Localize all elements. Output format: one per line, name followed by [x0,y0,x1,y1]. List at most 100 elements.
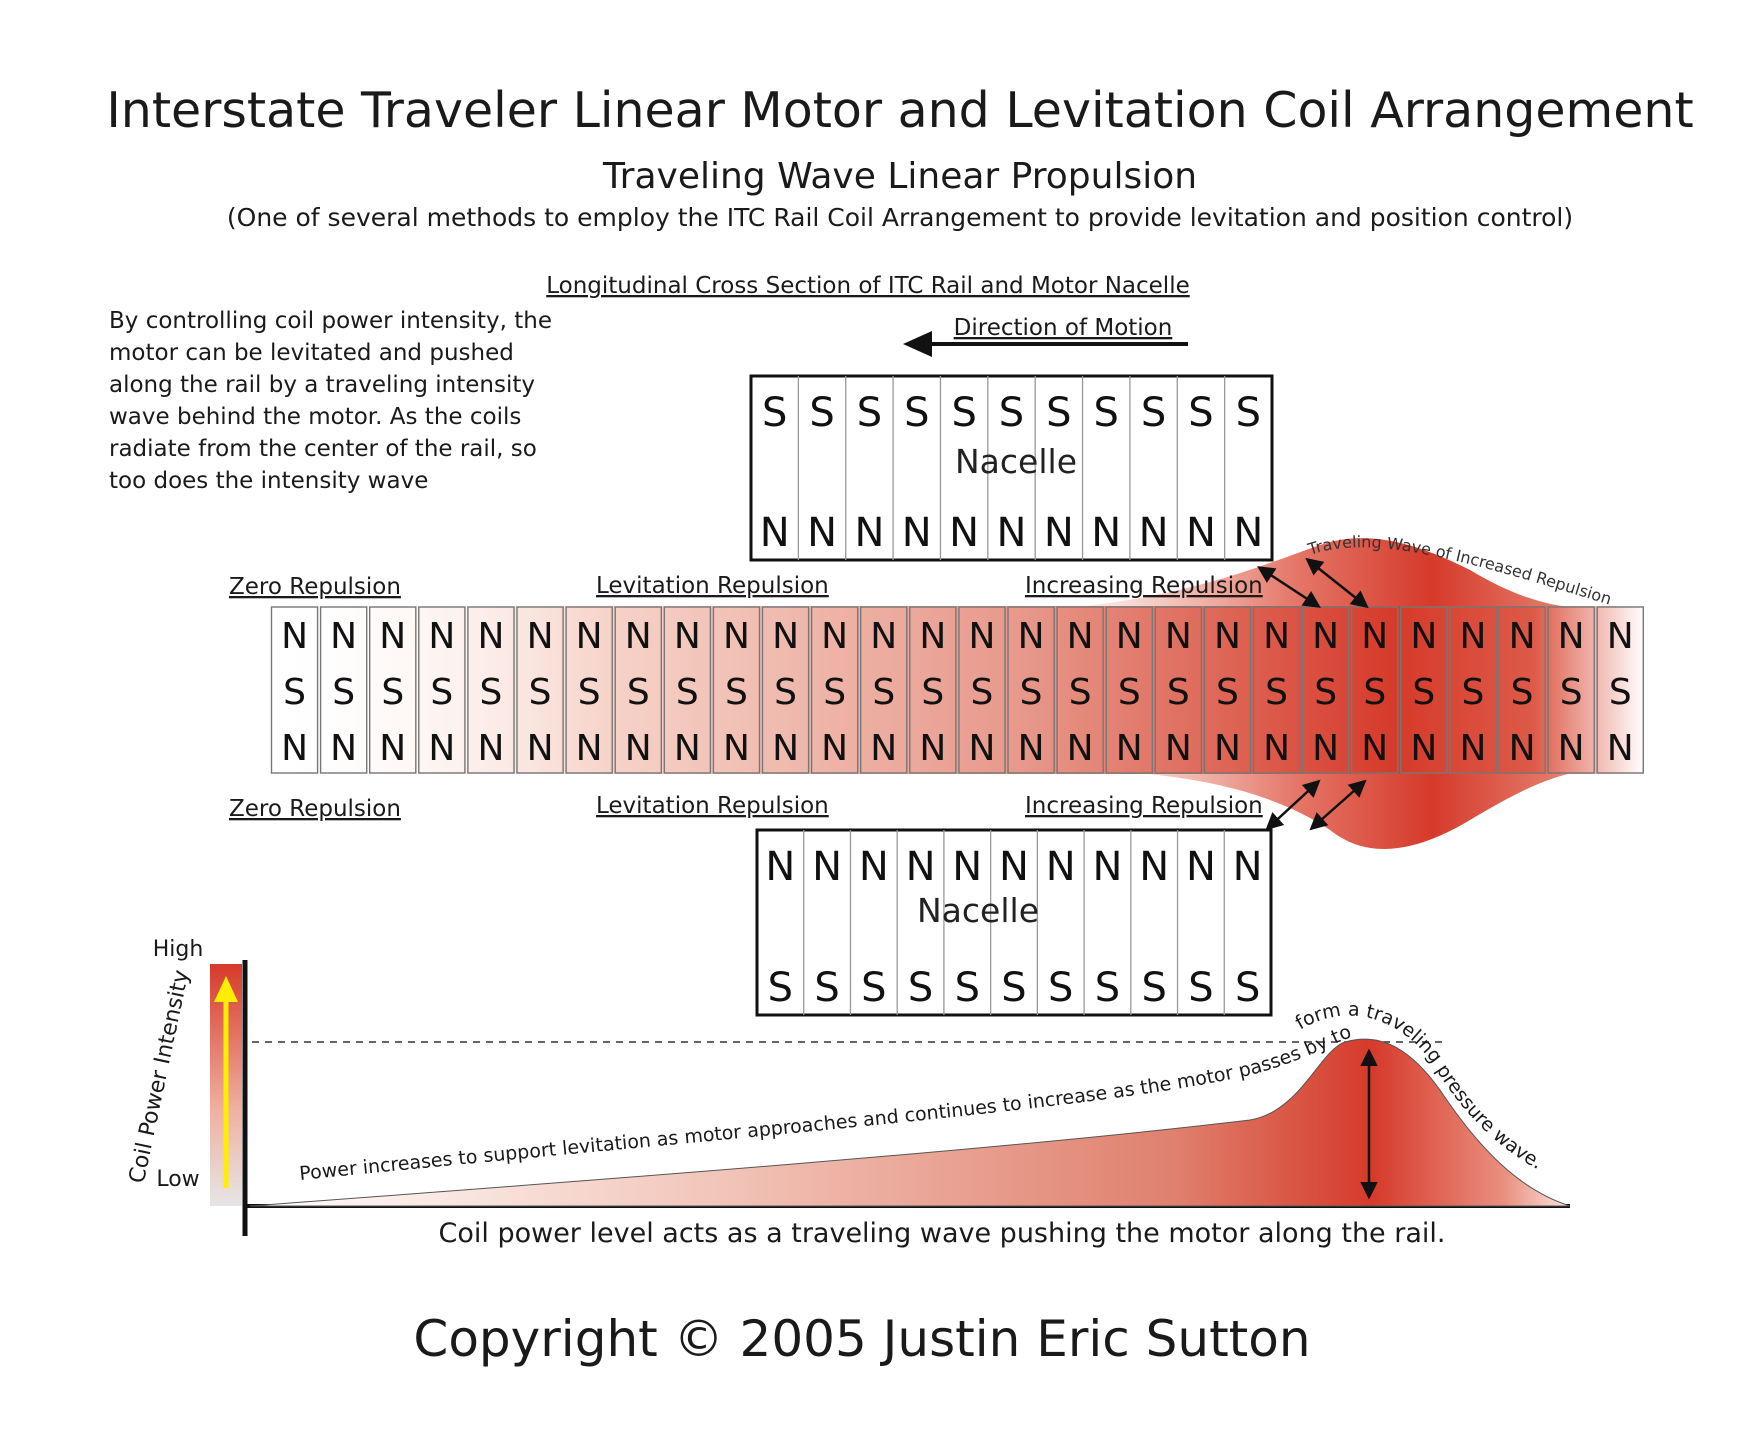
nacelle-pole: N [1046,844,1076,890]
rail-pole-n: N [772,616,799,657]
rail-pole-s: S [1511,672,1534,713]
description-line: motor can be levitated and pushed [109,340,514,366]
rail-pole-n: N [1263,728,1290,769]
rail-pole-n: N [821,728,848,769]
upper-nacelle-box [749,374,1274,562]
rail-pole-n: N [281,728,308,769]
direction-arrow-head [903,331,932,357]
nacelle-pole: N [807,510,837,556]
rail-pole-n: N [625,728,652,769]
nacelle-pole: N [1186,844,1216,890]
rail-pole-n: N [576,728,603,769]
rail-pole-n: N [772,728,799,769]
rail-pole-n: N [1361,616,1388,657]
rail-pole-n: N [330,728,357,769]
rail-pole-s: S [1363,672,1386,713]
nacelle-pole: N [812,844,842,890]
zone-label-levitation-upper: Levitation Repulsion [596,573,829,599]
nacelle-pole: N [997,510,1027,556]
copyright: Copyright © 2005 Justin Eric Sutton [413,1310,1310,1368]
nacelle-pole: S [857,390,882,436]
nacelle-pole: S [951,390,976,436]
chart-caption: Coil power level acts as a traveling wav… [439,1218,1446,1249]
description-line: along the rail by a traveling intensity [109,372,535,398]
section-title: Longitudinal Cross Section of ITC Rail a… [546,273,1190,299]
zone-label-increasing-lower: Increasing Repulsion [1025,793,1263,819]
rail-pole-n: N [625,616,652,657]
rail-pole-n: N [477,728,504,769]
rail-pole-n: N [527,616,554,657]
nacelle-pole: S [814,965,839,1011]
rail-pole-n: N [1558,728,1585,769]
rail-pole-n: N [527,728,554,769]
nacelle-pole: S [1048,965,1073,1011]
rail-pole-n: N [1459,728,1486,769]
rail-coil [1498,606,1546,774]
high-label: High [153,937,204,962]
rail-pole-n: N [281,616,308,657]
nacelle-pole: N [859,844,889,890]
description-text: By controlling coil power intensity, the… [109,308,552,494]
rail-coil [663,606,712,774]
nacelle-pole: S [908,965,933,1011]
description-line: radiate from the center of the rail, so [109,436,537,462]
nacelle-pole: S [1095,965,1120,1011]
nacelle-pole: S [1188,390,1213,436]
rail-pole-n: N [1165,728,1192,769]
nacelle-pole: N [1044,510,1074,556]
rail-pole-n: N [1018,728,1045,769]
rail-pole-n: N [428,616,455,657]
nacelle-pole: S [762,390,787,436]
rail-pole-s: S [1609,672,1632,713]
low-label: Low [156,1167,199,1192]
nacelle-pole: N [1233,510,1263,556]
rail-pole-n: N [1018,616,1045,657]
rail-coil [516,606,564,774]
rail-pole-s: S [627,672,650,713]
rail-pole-n: N [1116,728,1143,769]
rail-pole-s: S [332,672,355,713]
rail-pole-s: S [381,672,404,713]
description-line: wave behind the motor. As the coils [109,404,521,430]
rail-coil [810,606,859,774]
rail-pole-s: S [774,672,797,713]
rail-pole-s: S [823,672,846,713]
rail-coil [1056,606,1104,774]
rail-coils: NSNNSNNSNNSNNSNNSNNSNNSNNSNNSNNSNNSNNSNN… [270,606,1644,774]
rail-coil [1400,606,1448,774]
repulsion-arrow [1305,557,1369,609]
repulsion-arrow [1309,779,1367,831]
rail-coil [319,606,368,774]
nacelle-pole: N [906,844,936,890]
rail-pole-n: N [1509,728,1536,769]
zone-label-levitation-lower: Levitation Repulsion [596,793,829,819]
rail-pole-n: N [1410,728,1437,769]
rail-pole-n: N [576,616,603,657]
rail-pole-n: N [1509,616,1536,657]
rail-pole-s: S [1265,672,1288,713]
nacelle-pole: N [1091,510,1121,556]
rail-coil [270,606,319,774]
rail-pole-s: S [1560,672,1583,713]
nacelle-pole: S [861,965,886,1011]
nacelle-pole: N [1139,844,1169,890]
lower-nacelle-label: Nacelle [917,891,1039,930]
rail-pole-n: N [674,616,701,657]
rail-pole-n: N [723,728,750,769]
direction-label: Direction of Motion [954,315,1173,341]
nacelle-pole: S [1141,965,1166,1011]
rail-coil [1203,606,1252,774]
rail-pole-n: N [1459,616,1486,657]
nacelle-pole: N [854,510,884,556]
power-curve [249,1038,1571,1207]
rail-pole-n: N [428,728,455,769]
intensity-arrow-head [214,976,238,1002]
rail-pole-n: N [870,728,897,769]
rail-pole-n: N [379,616,406,657]
rail-pole-n: N [1067,728,1094,769]
rail-pole-s: S [1462,672,1485,713]
nacelle-pole: S [999,390,1024,436]
rail-pole-n: N [1067,616,1094,657]
upper-nacelle: S N S N S N S N S N S N S N S N S N S N S N Nacelle [749,374,1274,562]
